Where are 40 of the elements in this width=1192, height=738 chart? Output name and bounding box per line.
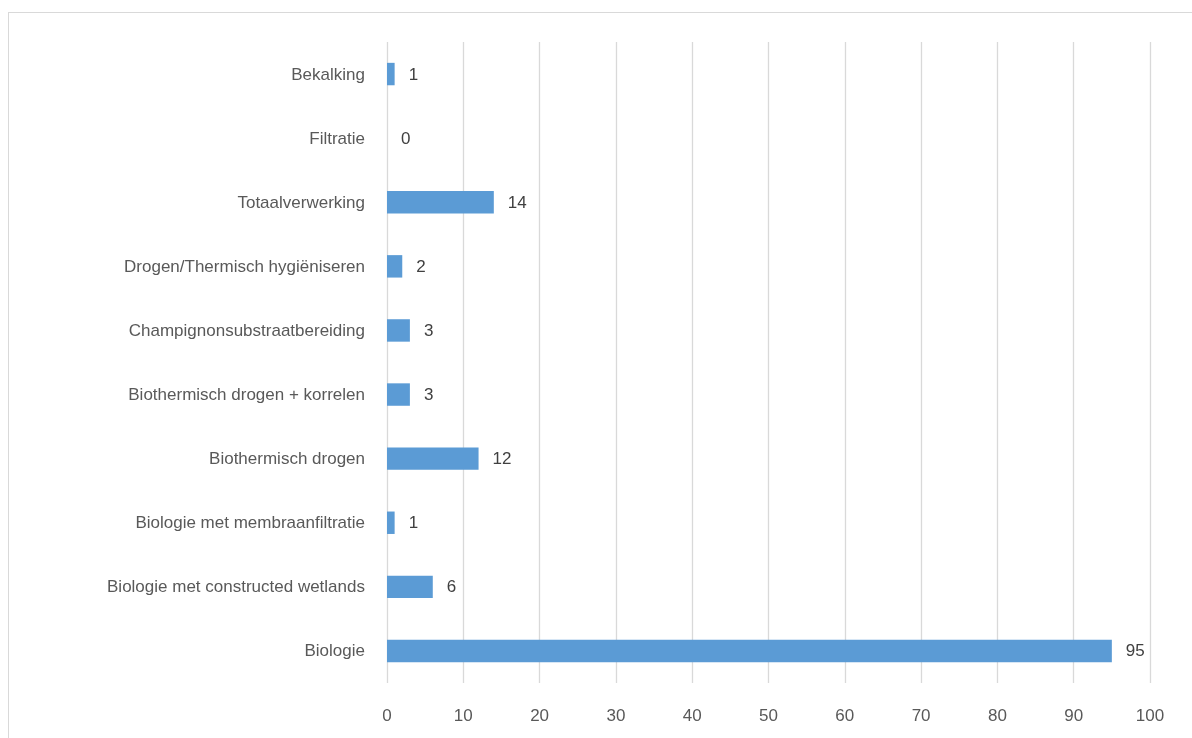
bar <box>387 255 403 278</box>
data-label: 14 <box>507 192 527 212</box>
data-label: 1 <box>408 513 419 533</box>
x-tick-label: 50 <box>759 706 778 725</box>
x-tick-label: 60 <box>835 706 855 725</box>
x-tick-label: 40 <box>682 706 702 725</box>
x-tick-label: 100 <box>1135 706 1165 725</box>
y-tick-label: Champignonsubstraatbereiding <box>128 320 365 340</box>
bar <box>387 575 433 599</box>
y-tick-label: Biologie met constructed wetlands <box>107 577 365 597</box>
bar <box>387 447 479 470</box>
x-tick-label: 90 <box>1064 706 1084 725</box>
bar <box>387 639 1112 663</box>
bar <box>387 62 395 86</box>
y-tick-label: Totaalverwerking <box>237 192 365 212</box>
y-tick-label: Biothermisch drogen + korrelen <box>128 385 365 405</box>
y-tick-label: Bekalking <box>291 64 365 84</box>
bar <box>387 191 494 214</box>
y-tick-label: Biothermisch drogen <box>209 449 365 469</box>
bar <box>387 319 410 342</box>
data-label: 6 <box>446 577 457 597</box>
data-label: 1 <box>408 64 419 84</box>
data-label: 12 <box>492 449 512 469</box>
y-tick-label: Biologie met membraanfiltratie <box>135 513 365 533</box>
y-tick-label: Filtratie <box>309 128 365 148</box>
x-tick-label: 70 <box>911 706 931 725</box>
bar <box>387 383 410 406</box>
x-tick-label: 0 <box>382 706 392 725</box>
data-label: 3 <box>423 385 434 405</box>
bar <box>387 511 395 534</box>
x-tick-label: 10 <box>453 706 473 725</box>
y-tick-label: Biologie <box>304 641 365 661</box>
data-label: 95 <box>1125 641 1145 661</box>
x-tick-label: 80 <box>987 706 1007 725</box>
data-label: 3 <box>423 320 434 340</box>
x-tick-label: 30 <box>606 706 626 725</box>
x-tick-label: 20 <box>530 706 550 725</box>
data-label: 2 <box>416 256 426 276</box>
data-label: 0 <box>401 128 411 148</box>
y-tick-label: Drogen/Thermisch hygiëniseren <box>124 256 365 276</box>
